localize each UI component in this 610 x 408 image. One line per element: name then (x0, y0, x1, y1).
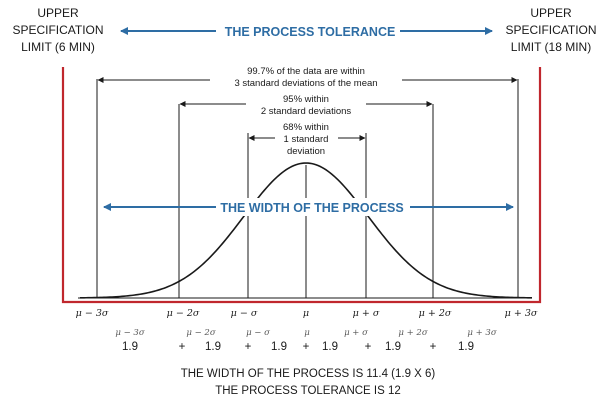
annotation-68: 68% within 1 standard deviation (283, 122, 329, 157)
annotation-68-line3: deviation (287, 146, 325, 157)
row2-label-plus-1sigma: μ + σ (344, 328, 368, 338)
axis-label-mean: μ (303, 308, 309, 319)
row2-label-plus-3sigma: μ + 3σ (467, 328, 496, 338)
sum-value-5: 1.9 (385, 341, 401, 353)
axis-label-plus-3sigma: μ + 3σ (505, 308, 538, 319)
row2-label-minus-3sigma: μ − 3σ (115, 328, 144, 338)
sum-plus-3: + (303, 341, 310, 353)
process-tolerance-label: THE PROCESS TOLERANCE (225, 25, 396, 39)
spec-limit-right-label: UPPER SPECIFICATION LIMIT (18 MIN) (505, 6, 596, 54)
row2-label-mean: μ (304, 328, 310, 338)
annotation-95-line2: 2 standard deviations (261, 106, 352, 117)
footer-width-statement: THE WIDTH OF THE PROCESS IS 11.4 (1.9 X … (181, 368, 436, 380)
annotation-95-line1: 95% within (283, 94, 329, 105)
sum-plus-5: + (430, 341, 437, 353)
sum-value-4: 1.9 (322, 341, 338, 353)
axis-label-minus-2sigma: μ − 2σ (167, 308, 200, 319)
spec-limit-lines (61, 67, 542, 304)
annotation-68-line1: 68% within (283, 122, 329, 133)
spec-left-line3: LIMIT (6 MIN) (21, 40, 95, 54)
row2-label-minus-1sigma: μ − σ (246, 328, 270, 338)
sum-value-6: 1.9 (458, 341, 474, 353)
sum-value-2: 1.9 (205, 341, 221, 353)
bell-curve (79, 162, 533, 299)
width-of-process-label: THE WIDTH OF THE PROCESS (220, 201, 403, 215)
annotation-68-line2: 1 standard (284, 134, 329, 145)
annotation-99-7: 99.7% of the data are within 3 standard … (234, 66, 377, 89)
sum-plus-4: + (365, 341, 372, 353)
sum-value-3: 1.9 (271, 341, 287, 353)
sum-plus-2: + (245, 341, 252, 353)
axis-label-plus-1sigma: μ + σ (353, 308, 380, 319)
sum-row: 1.9 + 1.9 + 1.9 + 1.9 + 1.9 + 1.9 (122, 341, 474, 353)
axis-label-plus-2sigma: μ + 2σ (419, 308, 452, 319)
annotation-997-line1: 99.7% of the data are within (247, 66, 365, 77)
spec-right-line1: UPPER (530, 6, 572, 20)
spec-right-line2: SPECIFICATION (505, 23, 596, 37)
row2-label-minus-2sigma: μ − 2σ (186, 328, 215, 338)
footer-tolerance-statement: THE PROCESS TOLERANCE IS 12 (215, 385, 401, 397)
axis-labels-secondary: μ − 3σ μ − 2σ μ − σ μ μ + σ μ + 2σ μ + 3… (115, 328, 496, 338)
spec-left-line1: UPPER (37, 6, 79, 20)
axis-label-minus-1sigma: μ − σ (231, 308, 258, 319)
sum-plus-1: + (179, 341, 186, 353)
axis-labels: μ − 3σ μ − 2σ μ − σ μ μ + σ μ + 2σ μ + 3… (76, 308, 538, 319)
axis-label-minus-3sigma: μ − 3σ (76, 308, 109, 319)
width-label-backdrop (218, 198, 406, 216)
annotation-95: 95% within 2 standard deviations (261, 94, 352, 117)
sum-value-1: 1.9 (122, 341, 138, 353)
spec-limit-left-label: UPPER SPECIFICATION LIMIT (6 MIN) (12, 6, 103, 54)
spec-left-line2: SPECIFICATION (12, 23, 103, 37)
row2-label-plus-2sigma: μ + 2σ (398, 328, 427, 338)
footer: THE WIDTH OF THE PROCESS IS 11.4 (1.9 X … (181, 368, 436, 397)
annotation-997-line2: 3 standard deviations of the mean (234, 78, 377, 89)
spec-right-line3: LIMIT (18 MIN) (511, 40, 591, 54)
